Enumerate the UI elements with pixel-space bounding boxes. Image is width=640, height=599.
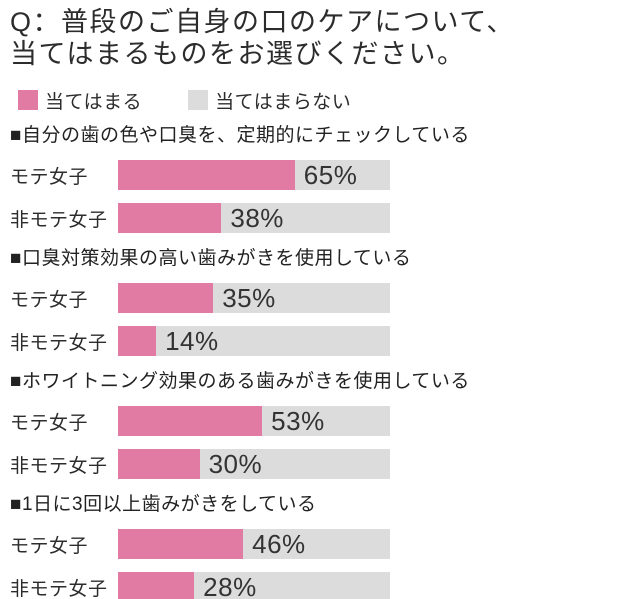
bar-track: 46% <box>118 529 390 559</box>
bar-track: 35% <box>118 283 390 313</box>
row-label: 非モテ女子 <box>10 455 108 477</box>
bar-track: 65% <box>118 160 390 190</box>
row-label: モテ女子 <box>10 166 89 188</box>
bar-fill <box>118 529 244 559</box>
chart-group: ■自分の歯の色や口臭を、定期的にチェックしている モテ女子 65% 非モテ女子 … <box>0 125 640 233</box>
bar-value-label: 14% <box>165 325 219 356</box>
question-title: Q：普段のご自身の口のケアについて、 当てはまるものをお選びください。 <box>10 6 640 70</box>
legend-item-applies: 当てはまる <box>18 87 142 114</box>
legend: 当てはまる 当てはまらない <box>18 90 640 113</box>
bar-fill <box>118 203 222 233</box>
bar-row: 非モテ女子 28% <box>0 572 640 599</box>
bar-fill <box>118 406 263 436</box>
bar-track: 38% <box>118 203 390 233</box>
legend-swatch-gray <box>188 90 209 110</box>
bar-track: 30% <box>118 449 390 479</box>
bar-row: 非モテ女子 14% <box>0 326 640 356</box>
bar-row: モテ女子 65% <box>0 160 640 190</box>
chart-group: ■口臭対策効果の高い歯みがきを使用している モテ女子 35% 非モテ女子 14% <box>0 248 640 356</box>
bar-row: 非モテ女子 38% <box>0 203 640 233</box>
bar-value-label: 30% <box>208 448 263 479</box>
bar-fill <box>118 572 195 599</box>
group-heading: ■ホワイトニング効果のある歯みがきを使用している <box>10 371 470 392</box>
row-label: モテ女子 <box>10 289 89 311</box>
question-title-line1: Q：普段のご自身の口のケアについて、 <box>10 7 515 37</box>
bar-row: モテ女子 53% <box>0 406 640 436</box>
bar-row: 非モテ女子 30% <box>0 449 640 479</box>
bar-value-label: 53% <box>271 405 325 436</box>
legend-label-applies: 当てはまる <box>45 91 143 113</box>
bar-value-label: 65% <box>303 159 358 190</box>
row-label: モテ女子 <box>10 412 89 434</box>
bar-value-label: 35% <box>222 282 276 313</box>
bar-fill <box>118 283 214 313</box>
row-label: モテ女子 <box>10 535 89 557</box>
row-label: 非モテ女子 <box>10 332 108 354</box>
bar-track: 28% <box>118 572 390 599</box>
group-heading: ■1日に3回以上歯みがきをしている <box>10 494 317 515</box>
bar-value-label: 46% <box>252 528 306 559</box>
chart-group: ■ホワイトニング効果のある歯みがきを使用している モテ女子 53% 非モテ女子 … <box>0 371 640 479</box>
row-label: 非モテ女子 <box>10 578 108 599</box>
legend-label-not-applies: 当てはまらない <box>215 91 352 113</box>
bar-row: モテ女子 46% <box>0 529 640 559</box>
bar-fill <box>118 326 157 356</box>
bar-value-label: 28% <box>203 571 257 599</box>
bar-value-label: 38% <box>230 202 284 233</box>
legend-swatch-pink <box>18 90 38 110</box>
row-label: 非モテ女子 <box>10 209 108 231</box>
bar-fill <box>118 449 200 479</box>
group-heading: ■自分の歯の色や口臭を、定期的にチェックしている <box>10 125 470 146</box>
legend-item-not-applies: 当てはまらない <box>188 87 351 114</box>
bar-track: 53% <box>118 406 390 436</box>
bar-fill <box>118 160 295 190</box>
chart-group: ■1日に3回以上歯みがきをしている モテ女子 46% 非モテ女子 28% <box>0 494 640 599</box>
bar-track: 14% <box>118 326 390 356</box>
bar-row: モテ女子 35% <box>0 283 640 313</box>
group-heading: ■口臭対策効果の高い歯みがきを使用している <box>10 248 412 269</box>
question-title-line2: 当てはまるものをお選びください。 <box>10 39 466 69</box>
